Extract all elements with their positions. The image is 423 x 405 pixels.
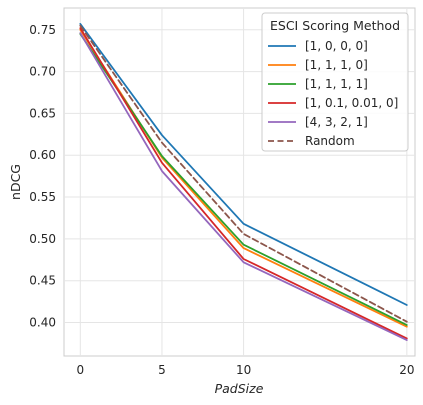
legend-label: [1, 0.1, 0.01, 0] [305,96,398,110]
x-tick-label: 0 [77,363,85,377]
series-line-3 [79,27,408,340]
legend-box [261,12,409,152]
series-layer [79,22,408,342]
y-tick-labels: 0.40 0.45 0.50 0.55 0.60 0.65 0.70 0.75 [29,23,56,330]
y-tick-label: 0.65 [29,106,56,120]
x-axis-title: PadSize [215,381,264,396]
x-tick-label: 10 [236,363,251,377]
x-tick-label: 5 [158,363,166,377]
legend-label: [1, 1, 1, 1] [305,77,368,91]
y-tick-label: 0.45 [29,274,56,288]
legend: ESCI Scoring Method [1, 0, 0, 0] [1, 1, 1… [261,12,409,152]
x-tick-labels: 0 5 10 20 [77,363,415,377]
legend-label: [4, 3, 2, 1] [305,115,368,129]
series-line-5 [79,24,408,323]
y-tick-label: 0.70 [29,65,56,79]
y-tick-label: 0.50 [29,232,56,246]
y-tick-label: 0.55 [29,190,56,204]
y-axis-title: nDCG [8,164,23,200]
legend-label: Random [305,134,355,148]
legend-title: ESCI Scoring Method [270,18,400,33]
y-tick-label: 0.40 [29,316,56,330]
series-line-4 [79,32,408,342]
legend-label: [1, 1, 1, 0] [305,58,368,72]
legend-items: [1, 0, 0, 0] [1, 1, 1, 0] [1, 1, 1, 1] [1, … [268,39,398,148]
legend-label: [1, 0, 0, 0] [305,39,368,53]
y-tick-label: 0.75 [29,23,56,37]
series-line-0 [79,22,408,306]
x-tick-label: 20 [399,363,414,377]
y-tick-label: 0.60 [29,148,56,162]
